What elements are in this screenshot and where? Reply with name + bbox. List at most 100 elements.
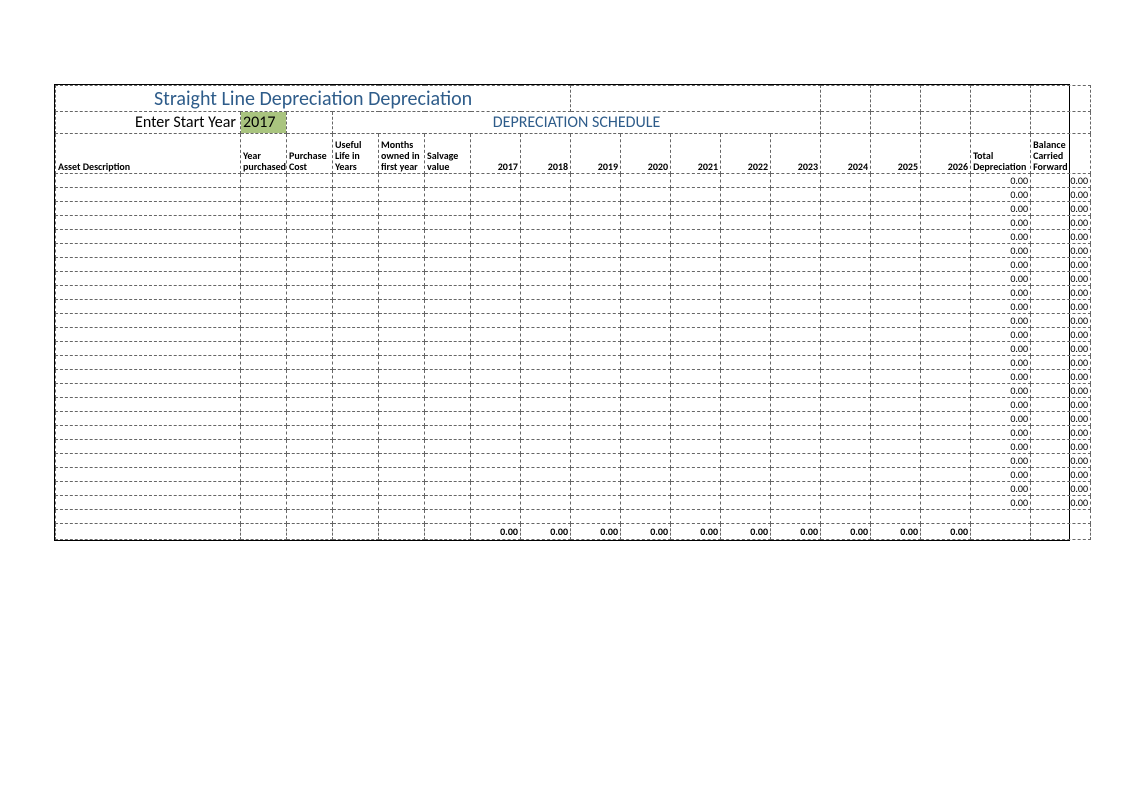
cell[interactable] (471, 328, 521, 342)
cell[interactable] (771, 496, 821, 510)
cell[interactable] (287, 356, 333, 370)
cell[interactable] (379, 398, 425, 412)
cell[interactable] (871, 356, 921, 370)
cell[interactable] (425, 496, 471, 510)
cell[interactable] (721, 482, 771, 496)
cell[interactable] (621, 286, 671, 300)
cell[interactable] (425, 356, 471, 370)
cell[interactable] (379, 286, 425, 300)
cell[interactable] (425, 412, 471, 426)
cell[interactable] (571, 356, 621, 370)
cell[interactable] (425, 314, 471, 328)
cell[interactable] (425, 230, 471, 244)
cell[interactable] (471, 342, 521, 356)
cell[interactable] (871, 314, 921, 328)
cell[interactable] (241, 314, 287, 328)
cell[interactable] (471, 426, 521, 440)
cell[interactable] (721, 258, 771, 272)
cell[interactable] (241, 188, 287, 202)
cell[interactable] (571, 230, 621, 244)
cell[interactable] (521, 384, 571, 398)
cell[interactable] (921, 202, 971, 216)
cell[interactable] (379, 300, 425, 314)
cell[interactable] (721, 342, 771, 356)
cell[interactable] (521, 244, 571, 258)
cell[interactable] (771, 216, 821, 230)
cell[interactable] (821, 454, 871, 468)
cell[interactable] (287, 440, 333, 454)
cell[interactable] (425, 468, 471, 482)
cell[interactable] (571, 272, 621, 286)
cell[interactable] (521, 398, 571, 412)
cell[interactable] (871, 230, 921, 244)
cell[interactable] (333, 342, 379, 356)
cell[interactable] (379, 496, 425, 510)
cell[interactable] (921, 328, 971, 342)
cell[interactable] (571, 188, 621, 202)
cell[interactable] (287, 216, 333, 230)
cell[interactable] (671, 440, 721, 454)
cell[interactable] (241, 426, 287, 440)
cell[interactable] (871, 342, 921, 356)
cell[interactable] (333, 412, 379, 426)
cell[interactable] (333, 230, 379, 244)
start-year-input[interactable]: 2017 (241, 112, 287, 134)
cell[interactable] (621, 342, 671, 356)
cell[interactable] (287, 230, 333, 244)
cell[interactable] (771, 412, 821, 426)
cell[interactable] (241, 244, 287, 258)
cell[interactable] (621, 244, 671, 258)
cell[interactable] (521, 454, 571, 468)
cell[interactable] (771, 202, 821, 216)
cell[interactable] (56, 300, 241, 314)
cell[interactable] (771, 230, 821, 244)
cell[interactable] (921, 174, 971, 188)
cell[interactable] (241, 412, 287, 426)
cell[interactable] (921, 468, 971, 482)
cell[interactable] (571, 412, 621, 426)
cell[interactable] (56, 314, 241, 328)
cell[interactable] (671, 328, 721, 342)
cell[interactable] (471, 272, 521, 286)
cell[interactable] (771, 244, 821, 258)
cell[interactable] (571, 496, 621, 510)
cell[interactable] (521, 426, 571, 440)
cell[interactable] (379, 440, 425, 454)
cell[interactable] (671, 216, 721, 230)
cell[interactable] (821, 300, 871, 314)
cell[interactable] (333, 314, 379, 328)
cell[interactable] (287, 202, 333, 216)
cell[interactable] (471, 356, 521, 370)
cell[interactable] (241, 440, 287, 454)
cell[interactable] (671, 202, 721, 216)
cell[interactable] (379, 272, 425, 286)
cell[interactable] (333, 328, 379, 342)
cell[interactable] (571, 454, 621, 468)
cell[interactable] (821, 426, 871, 440)
cell[interactable] (871, 300, 921, 314)
cell[interactable] (56, 286, 241, 300)
cell[interactable] (425, 454, 471, 468)
cell[interactable] (821, 216, 871, 230)
cell[interactable] (379, 258, 425, 272)
cell[interactable] (871, 482, 921, 496)
cell[interactable] (621, 272, 671, 286)
cell[interactable] (56, 230, 241, 244)
cell[interactable] (379, 314, 425, 328)
cell[interactable] (471, 314, 521, 328)
cell[interactable] (471, 440, 521, 454)
cell[interactable] (241, 454, 287, 468)
cell[interactable] (56, 440, 241, 454)
cell[interactable] (241, 356, 287, 370)
cell[interactable] (621, 496, 671, 510)
cell[interactable] (771, 328, 821, 342)
cell[interactable] (471, 370, 521, 384)
cell[interactable] (521, 188, 571, 202)
cell[interactable] (241, 216, 287, 230)
cell[interactable] (379, 454, 425, 468)
cell[interactable] (425, 174, 471, 188)
cell[interactable] (425, 482, 471, 496)
cell[interactable] (521, 412, 571, 426)
cell[interactable] (671, 454, 721, 468)
cell[interactable] (379, 202, 425, 216)
